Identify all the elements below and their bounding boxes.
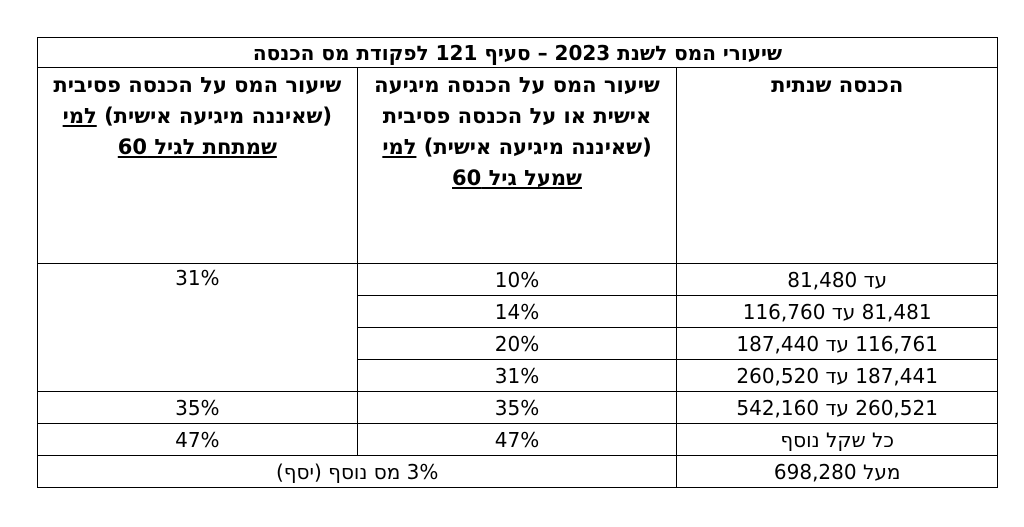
personal-rate-cell: 31% [356, 359, 678, 392]
header-over-60: שיעור המס על הכנסה מיגיעה אישית או על הכ… [356, 67, 678, 264]
personal-rate-cell: 20% [356, 327, 678, 360]
header-over-60-underlined: למי שמעל גיל 60 [382, 135, 582, 190]
income-cell: 187,441 עד 260,520 [676, 359, 998, 392]
header-row: הכנסה שנתית שיעור המס על הכנסה מיגיעה אי… [37, 67, 998, 264]
surtax-row: מעל 698,280 3% מס נוסף (יסף) [36, 455, 998, 488]
table-row: כל שקל נוסף 47% 47% [37, 423, 998, 456]
personal-rate-cell: 14% [356, 295, 678, 328]
header-under-60-text: שיעור המס על הכנסה פסיבית (שאיננה מיגיעה… [53, 73, 342, 128]
personal-rate-cell: 35% [356, 391, 678, 424]
income-cell: 260,521 עד 542,160 [676, 391, 998, 424]
header-under-60: שיעור המס על הכנסה פסיבית (שאיננה מיגיעה… [37, 67, 358, 264]
personal-rate-cell: 10% [356, 263, 678, 296]
passive-rate-cell: 47% [37, 423, 358, 456]
personal-rate-cell: 47% [356, 423, 678, 456]
income-cell: 116,761 עד 187,440 [676, 327, 998, 360]
tax-rates-table: שיעורי המס לשנת 2023 – סעיף 121 לפקודת מ… [36, 37, 998, 488]
table-title: שיעורי המס לשנת 2023 – סעיף 121 לפקודת מ… [37, 37, 998, 68]
income-cell: כל שקל נוסף [676, 423, 998, 456]
title-row: שיעורי המס לשנת 2023 – סעיף 121 לפקודת מ… [37, 37, 998, 68]
passive-rate-cell: 35% [37, 391, 358, 424]
header-under-60-underlined: למי שמתחת לגיל 60 [62, 104, 277, 159]
header-income: הכנסה שנתית [676, 67, 998, 264]
income-cell: 81,481 עד 116,760 [676, 295, 998, 328]
table-row: עד 81,480 10% 31% [37, 263, 998, 392]
income-cell: עד 81,480 [676, 263, 998, 296]
surtax-income-cell: מעל 698,280 [676, 455, 998, 488]
passive-rate-cell: 31% [37, 263, 358, 392]
header-over-60-text: שיעור המס על הכנסה מיגיעה אישית או על הכ… [374, 73, 660, 159]
surtax-rate-cell: 3% מס נוסף (יסף) [36, 455, 678, 488]
table-row: 116,761 עד 187,440 20% [38, 327, 998, 360]
table-row: 81,481 עד 116,760 14% [38, 295, 998, 328]
table-row: 260,521 עד 542,160 35% 35% [37, 391, 998, 424]
